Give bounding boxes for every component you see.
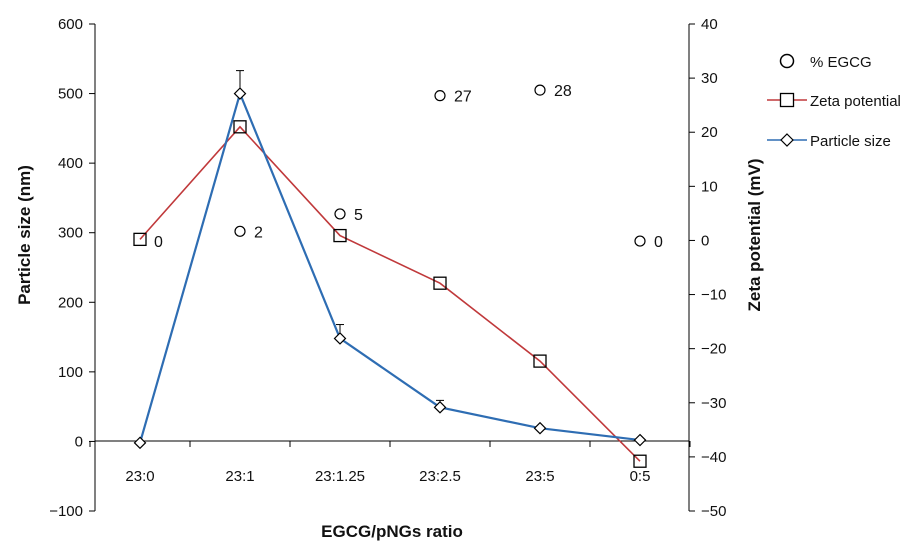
y-tick-label: −100: [49, 503, 83, 520]
egcg-data-label: 5: [354, 207, 363, 224]
axes: [94, 24, 690, 511]
x-ticks: 23:0 23:1 23:1.25 23:2.5 23:5 0:5: [89, 441, 691, 485]
egcg-point: [434, 90, 446, 102]
zeta-potential-point: [533, 354, 547, 368]
egcg-point: [234, 225, 246, 237]
x-tick-label: 23:2.5: [419, 468, 461, 485]
particle-size-point: [133, 436, 147, 450]
egcg-point: [334, 208, 346, 220]
zeta-potential-point: [333, 228, 347, 243]
particle-size-point: [333, 332, 347, 345]
x-tick-label: 23:1.25: [315, 468, 365, 485]
x-axis-title: EGCG/pNGs ratio: [321, 522, 463, 541]
y-tick-label: 600: [58, 16, 83, 33]
y-tick-label: 100: [58, 364, 83, 381]
particle-size-line: [138, 90, 641, 444]
legend-item-zeta: Zeta potential: [767, 92, 901, 110]
y2-tick-label: −40: [701, 449, 726, 466]
legend-item-particle-size: Particle size: [767, 133, 891, 150]
particle-size-point: [533, 421, 547, 435]
y2-tick-label: 20: [701, 124, 718, 141]
y-ticks: 600 500 400 300 200 100 0 −100: [49, 16, 95, 520]
legend-label-particle-size: Particle size: [810, 133, 891, 150]
x-tick-label: 23:1: [225, 468, 254, 485]
y2-tick-label: −10: [701, 287, 726, 304]
y2-tick-label: 10: [701, 178, 718, 195]
y-tick-label: 500: [58, 86, 83, 103]
legend-label-egcg: % EGCG: [810, 54, 872, 71]
zeta-potential-point: [233, 120, 247, 134]
y-tick-label: 300: [58, 225, 83, 242]
y2-tick-label: −30: [701, 395, 726, 412]
y-axis-title: Particle size (nm): [15, 165, 34, 305]
x-tick-label: 0:5: [630, 468, 651, 485]
egcg-data-label: 0: [154, 234, 163, 251]
y-tick-label: 200: [58, 294, 83, 311]
y-tick-label: 0: [75, 433, 83, 450]
legend-item-egcg: % EGCG: [779, 53, 872, 71]
particle-size-point: [233, 87, 247, 100]
particle-size-point: [433, 400, 447, 414]
zeta-potential-point: [433, 276, 447, 290]
zeta-potential-line: [139, 125, 641, 462]
legend-marker-square: [779, 92, 795, 108]
legend-marker-diamond: [780, 133, 794, 147]
egcg-data-label: 27: [454, 89, 472, 106]
y2-tick-label: 0: [701, 232, 709, 249]
egcg-point: [634, 235, 646, 247]
legend: % EGCG Zeta potential Particle size: [767, 53, 901, 150]
y2-axis-title: Zeta potential (mV): [745, 158, 764, 311]
y2-ticks: 40 30 20 10 0 −10 −20 −30 −40 −50: [689, 16, 726, 520]
legend-label-zeta: Zeta potential: [810, 93, 901, 110]
zeta-potential-point: [133, 232, 147, 247]
y2-tick-label: −50: [701, 503, 726, 520]
egcg-point: [534, 84, 546, 96]
x-tick-label: 23:5: [525, 468, 554, 485]
y2-tick-label: 30: [701, 70, 718, 87]
egcg-data-label: 28: [554, 83, 572, 100]
series: 0 2 5 27 28 0: [133, 70, 663, 468]
x-tick-label: 23:0: [125, 468, 154, 485]
egcg-data-label: 0: [654, 234, 663, 251]
y2-tick-label: 40: [701, 16, 718, 33]
legend-marker-circle: [779, 53, 795, 69]
egcg-data-label: 2: [254, 224, 263, 241]
y2-tick-label: −20: [701, 341, 726, 358]
zeta-potential-point: [633, 454, 647, 468]
particle-size-point: [633, 433, 647, 447]
y-tick-label: 400: [58, 155, 83, 172]
